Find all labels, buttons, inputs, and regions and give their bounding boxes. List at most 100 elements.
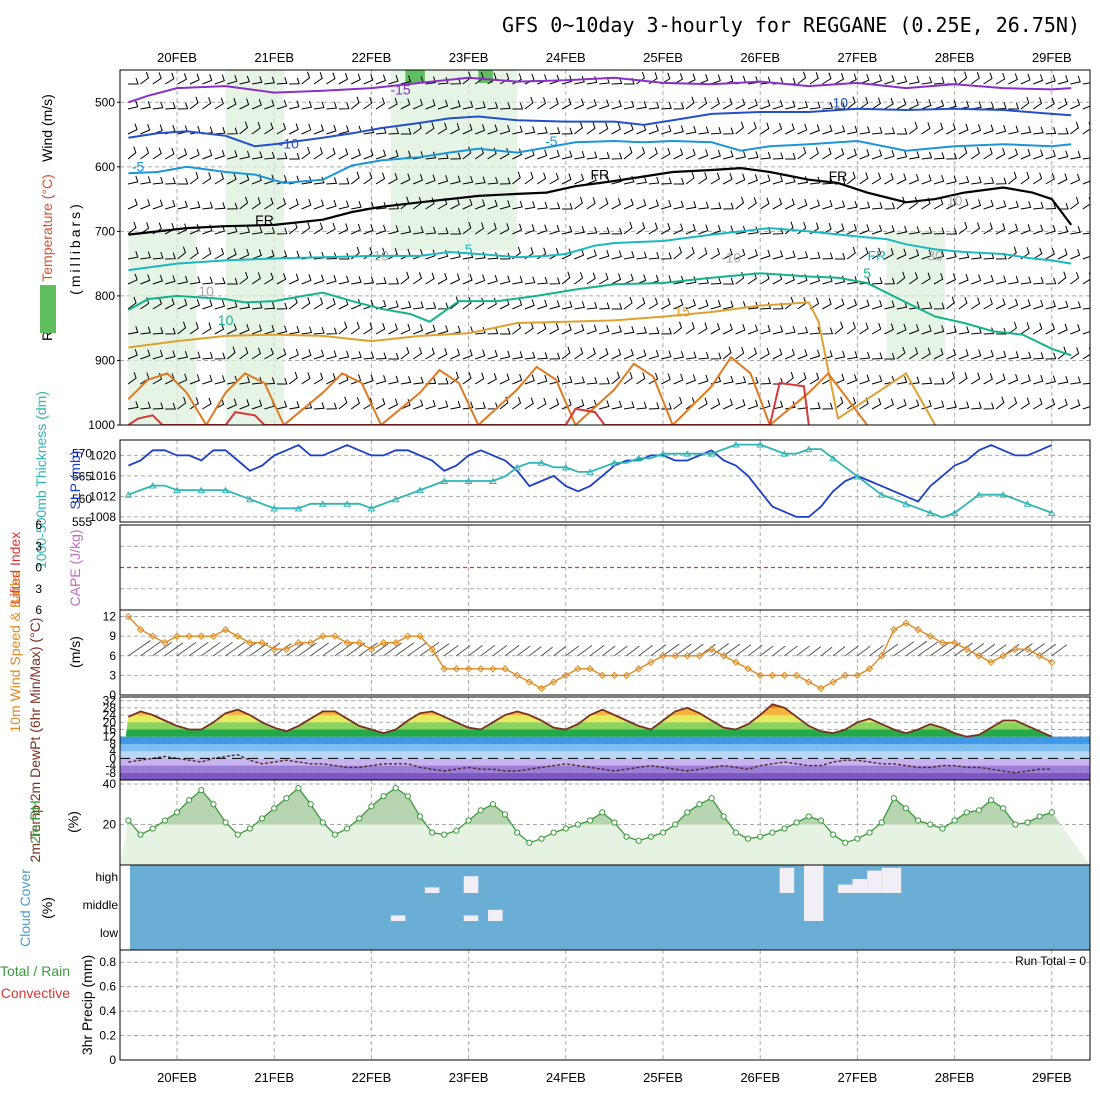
wind-barb	[363, 247, 373, 260]
wind-speed-marker	[221, 625, 230, 634]
rh-unit-label: (%)	[65, 811, 81, 833]
wind-barb	[648, 251, 660, 260]
wind-barb	[338, 321, 348, 335]
wind-barb	[549, 225, 560, 235]
wind-barb	[549, 248, 559, 260]
wind-barb	[189, 201, 201, 210]
wind-barb	[846, 171, 856, 185]
wind-speed-marker	[391, 638, 400, 647]
wind-barb	[214, 202, 226, 210]
upper-air-frame	[119, 69, 1091, 426]
wind-barb	[586, 301, 598, 310]
wind-barb	[474, 222, 485, 235]
surface-wind-barb	[176, 641, 197, 657]
wind-barb	[152, 101, 164, 110]
wind-speed-marker	[404, 632, 412, 640]
wind-barb	[475, 101, 486, 110]
wind-barb	[909, 324, 920, 335]
wind-barb	[834, 321, 844, 335]
wind-barb	[264, 122, 274, 135]
wind-barb	[809, 147, 819, 160]
wind-barb	[735, 271, 745, 285]
wind-barb	[289, 77, 300, 85]
wind-speed-marker	[841, 671, 849, 680]
wind-barb	[1070, 75, 1081, 85]
wind-barb	[698, 201, 709, 210]
rh-marker	[416, 813, 424, 820]
surface-wind-barb	[844, 645, 859, 657]
wind-barb	[611, 250, 622, 260]
wind-barb	[413, 249, 424, 260]
wind-speed-marker	[464, 665, 473, 673]
temp-tick-label: 16	[103, 722, 117, 736]
rh-marker	[757, 833, 764, 840]
wind-barb	[202, 276, 213, 285]
surface-wind-barb	[553, 646, 567, 657]
wind-barb	[995, 102, 1007, 110]
wind-barb	[1070, 226, 1081, 235]
wind-barb	[710, 97, 720, 110]
surface-wind-barb	[249, 642, 269, 657]
wind-speed-marker	[877, 652, 886, 660]
wind-barb	[958, 251, 970, 260]
slp-axis-label: SLP (mb)	[67, 451, 83, 510]
rh-marker	[514, 829, 521, 836]
wind-barb	[1020, 224, 1031, 235]
wind-barb	[822, 72, 832, 85]
wind-barb	[574, 347, 584, 360]
rh-marker	[465, 817, 472, 824]
wind-barb	[611, 302, 623, 310]
rh-shading	[390, 70, 518, 251]
surface-wind-barb	[201, 641, 221, 657]
wind-barb	[165, 327, 176, 335]
wind-barb	[227, 202, 238, 210]
axis-labels: 20FEB 20FEB 21FEB 21FEB 22FEB 22FEB 23FEB 23FEB…	[0, 50, 1086, 1085]
wind-barb	[971, 274, 982, 285]
wind-barb	[425, 226, 437, 235]
wind-barb	[760, 174, 771, 185]
wind-barb	[723, 127, 734, 135]
wind-barb	[611, 371, 620, 385]
wind-barb	[909, 226, 920, 235]
wind-barb	[177, 102, 189, 110]
wind-barb	[921, 122, 931, 135]
wind-barb	[710, 323, 721, 335]
wind-barb	[313, 124, 324, 135]
rh-marker	[234, 831, 241, 838]
wind-barb	[909, 75, 920, 85]
surface-wind-barb	[529, 646, 542, 657]
wind-barb	[598, 272, 609, 285]
temp-band	[120, 722, 1090, 730]
wind-barb	[1033, 74, 1044, 85]
surface-wind-barb	[626, 645, 640, 657]
wind-barb	[995, 350, 1007, 360]
wind-barb	[661, 124, 672, 135]
rh-marker	[987, 797, 995, 804]
wind-barb	[623, 250, 635, 260]
wind-barb	[276, 377, 288, 385]
wind-barb	[537, 299, 548, 310]
wind-barb	[1082, 249, 1090, 260]
wind-barb	[747, 324, 759, 335]
wind-barb	[140, 101, 151, 110]
wind-barb	[165, 350, 176, 360]
surface-wind-barb	[650, 644, 667, 657]
wind-barb	[140, 199, 151, 210]
isotherm-label: FR	[590, 167, 609, 183]
wind-barb	[388, 277, 400, 285]
wind-barb	[363, 322, 373, 335]
thickness-marker	[391, 495, 400, 503]
wind-barb	[425, 324, 436, 335]
wind-barb	[797, 372, 807, 385]
wind-barb	[487, 274, 498, 285]
wind-barb	[425, 301, 437, 310]
slp-tick-label: 1012	[89, 489, 116, 503]
wind-barb	[710, 300, 722, 310]
wind-barb	[1008, 200, 1019, 210]
wind-barb	[537, 74, 548, 85]
wind-speed-marker	[331, 632, 339, 640]
wind-barb	[574, 399, 585, 410]
wind-speed-marker	[343, 638, 351, 647]
wind-barb	[524, 171, 534, 185]
wind-barb	[499, 200, 511, 210]
